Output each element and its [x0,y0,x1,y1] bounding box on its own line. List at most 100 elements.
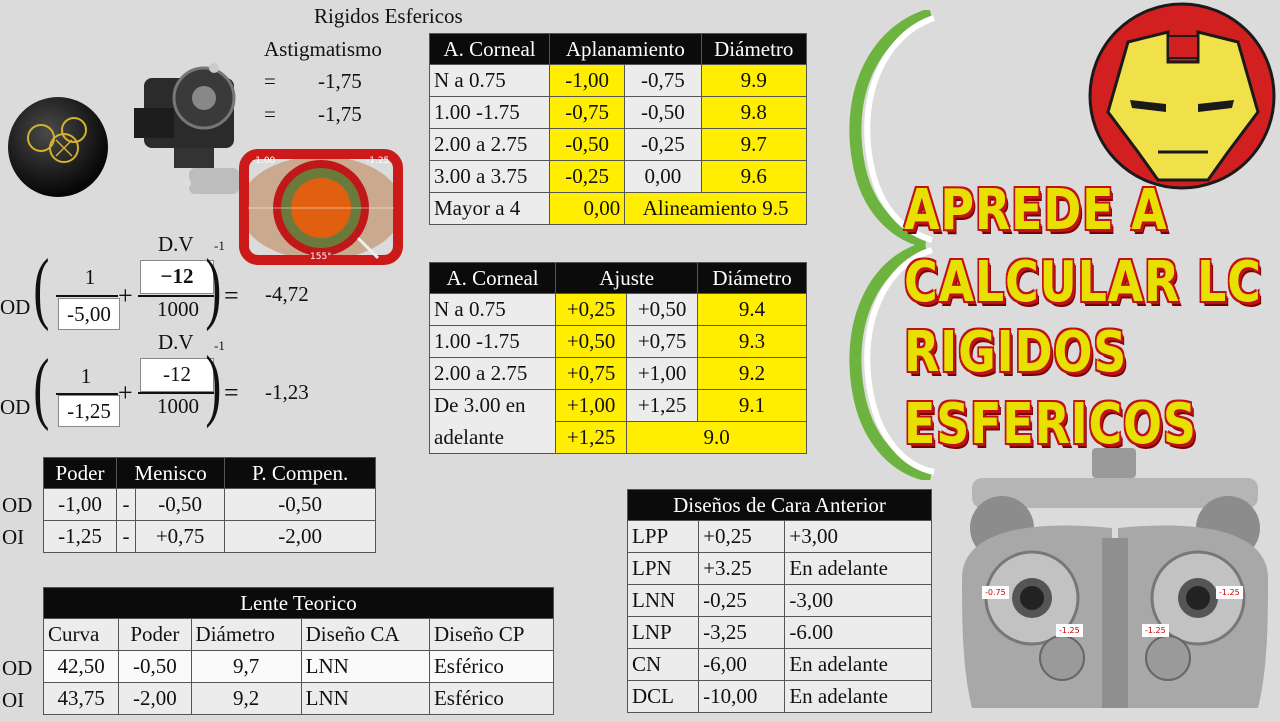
table-cell: -0,50 [549,128,626,161]
table-row: N a 0.75 +0,25 +0,50 9.4 [428,293,807,326]
formula1-num1: 1 [84,265,96,289]
formula1-result: -4,72 [265,282,309,306]
astig-sign-1: = [264,69,276,93]
col-header: Curva [42,618,120,651]
table-header-row: A. Corneal Ajuste Diámetro [428,262,807,294]
table-cell: +1,00 [626,357,699,390]
formula1-dv: D.V [158,232,194,256]
formula2-lparen: ( [33,344,50,432]
promo-line-1: APREDE A [904,178,1168,243]
formula1-eye: OD [0,295,31,319]
table-cell: 9.3 [697,325,807,358]
table-cell: +0,75 [134,520,226,553]
table-cell: -6,00 [698,648,786,681]
col-header: Menisco [115,457,226,489]
table-row: De 3.00 en +1,00 +1,25 9.1 [428,389,807,422]
table-cell: 0,00 [624,160,702,193]
table-cell: 2.00 a 2.75 [428,357,557,390]
table-title-row: Diseños de Cara Anterior [627,489,932,521]
table-header-row: A. Corneal Aplanamiento Diámetro [428,33,808,65]
table-cell: Mayor a 4 [428,192,551,225]
table-row: 42,50 -0,50 9,7 LNN Esférico [42,650,555,683]
formula2-dv: D.V [158,330,194,354]
table-row: LPP +0,25 +3,00 [626,520,932,553]
table-cell: +1,25 [555,421,628,454]
col-header: Ajuste [555,262,699,294]
table-cell: LNN [300,682,430,715]
table-cell: -0,25 [698,584,786,617]
astig-value-1: -1,75 [318,69,362,93]
formula1-exponent: -1 [214,238,225,253]
formula1-lparen: ( [33,244,50,332]
formula2-num1: 1 [80,364,92,388]
curly-brace-icon [849,8,935,482]
formula2-rparen: ) [205,341,222,429]
topo-label-bottom: 155° [310,252,332,262]
table-cell: -0,75 [624,64,702,97]
table-cell: -0,50 [624,96,702,129]
table-cell: DCL [626,680,700,713]
astigmatism-label: Astigmatismo [264,37,382,61]
table-cell: Esférico [428,682,555,715]
table-cell: -0,25 [624,128,702,161]
decorative-braces [836,8,946,482]
col-header: P. Compen. [224,457,376,489]
table-cell: adelante [428,421,557,454]
table-cell: En adelante [784,680,932,713]
table-row: CN -6,00 En adelante [626,648,932,681]
ironman-helmet-logo [1088,2,1276,190]
table-row: LPN +3.25 En adelante [626,552,932,585]
col-header: A. Corneal [428,262,557,294]
table-row: 2.00 a 2.75 -0,50 -0,25 9.7 [428,128,808,161]
formula2-exponent: -1 [214,338,225,353]
table-cell: -3,00 [784,584,932,617]
formula2-plus: + [118,378,133,407]
table4-eye-od: OD [2,656,33,680]
table-row: 1.00 -1.75 -0,75 -0,50 9.8 [428,96,808,129]
ironman-helmet-icon [1088,2,1276,190]
table-cell: 9.9 [700,64,808,97]
theoretical-lens-table: Lente Teorico Curva Poder Diámetro Diseñ… [42,587,555,715]
formula1-fraction-line1 [56,295,118,297]
formula1-num2: −12 [140,260,214,294]
table-row: N a 0.75 -1,00 -0,75 9.9 [428,64,808,97]
table-cell: 9.4 [697,293,807,326]
formula2-num2: -12 [140,358,214,392]
table-cell: +0,50 [626,293,699,326]
eye-topography-icon [239,149,403,265]
formula1-rparen: ) [205,244,222,332]
table-row: 1.00 -1.75 +0,50 +0,75 9.3 [428,325,807,358]
table-cell: -2,00 [224,520,376,553]
table-title-row: Lente Teorico [43,587,554,619]
col-header: A. Corneal [428,33,551,65]
table-row: 43,75 -2,00 9,2 LNN Esférico [42,682,555,715]
table-cell: 3.00 a 3.75 [428,160,551,193]
table-cell: +0,25 [698,520,786,553]
phoropter-label-right-2: -1.25 [1216,586,1243,599]
table3-eye-oi: OI [2,525,25,549]
phoropter-label-left-2: -1.25 [1056,624,1083,637]
table-cell: 9,2 [190,682,302,715]
table-row: 3.00 a 3.75 -0,25 0,00 9.6 [428,160,808,193]
table-row: LNP -3,25 -6.00 [626,616,932,649]
table-cell: -0,25 [549,160,626,193]
table-header-row: Poder Menisco P. Compen. [43,457,376,489]
corneal-topography-image: -1.00 -1.25 155° [238,148,404,266]
table-cell: De 3.00 en [428,389,557,422]
table-cell: +0,50 [555,325,628,358]
table-row: DCL -10,00 En adelante [626,680,932,713]
table-cell: +0,75 [626,325,699,358]
formula1-den2: 1000 [157,297,199,321]
col-header: Poder [118,618,192,651]
formula2-fraction-line2 [138,392,214,394]
table-cell: 9,7 [190,650,302,683]
table-cell: 9.2 [697,357,807,390]
table-cell: 9.6 [700,160,808,193]
table4-eye-oi: OI [2,688,25,712]
table-cell: -0,50 [118,650,192,683]
table-cell: -0,50 [134,488,226,521]
trial-lens-sphere-icon [8,97,108,197]
table-cell: +0,75 [555,357,628,390]
table-cell: +1,00 [555,389,628,422]
col-header: Aplanamiento [549,33,702,65]
